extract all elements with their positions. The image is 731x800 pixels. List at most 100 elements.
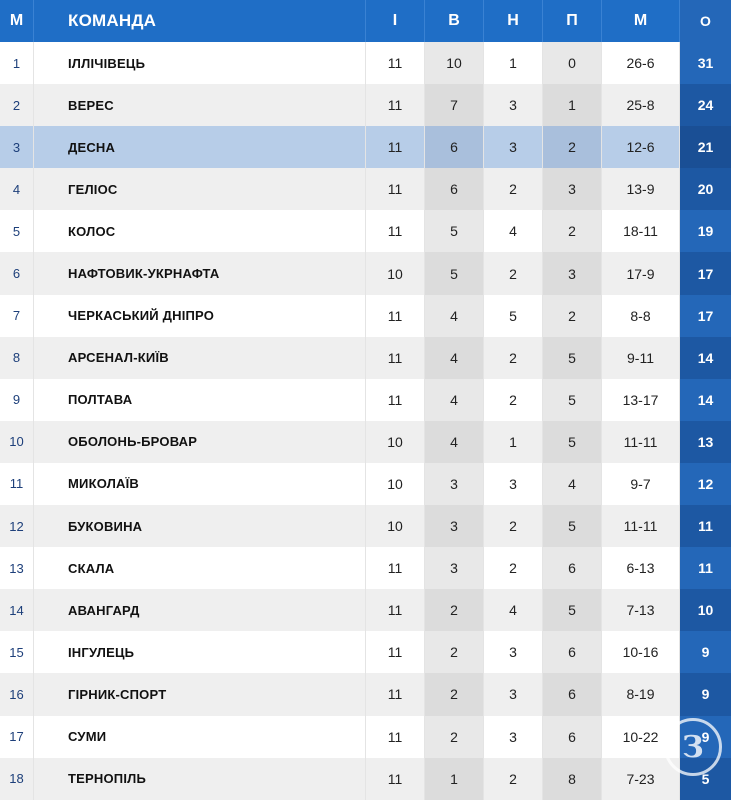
cell-position: 17: [0, 715, 34, 758]
cell-drawn: 2: [484, 757, 543, 800]
cell-team-name: ЧЕРКАСЬКИЙ ДНІПРО: [34, 294, 366, 337]
cell-goals: 8-8: [602, 294, 680, 337]
cell-drawn: 5: [484, 294, 543, 337]
cell-drawn: 2: [484, 336, 543, 379]
cell-position: 5: [0, 210, 34, 253]
cell-played: 11: [366, 757, 425, 800]
cell-goals: 25-8: [602, 84, 680, 127]
cell-team-name: ТЕРНОПІЛЬ: [34, 757, 366, 800]
cell-team-name: СУМИ: [34, 715, 366, 758]
cell-team-name: КОЛОС: [34, 210, 366, 253]
cell-points: 5: [680, 757, 731, 800]
cell-points: 9: [680, 673, 731, 716]
cell-drawn: 3: [484, 126, 543, 169]
cell-position: 12: [0, 505, 34, 548]
cell-played: 11: [366, 589, 425, 632]
cell-won: 6: [425, 168, 484, 211]
cell-points: 14: [680, 336, 731, 379]
cell-goals: 10-16: [602, 631, 680, 674]
cell-won: 4: [425, 420, 484, 463]
cell-team-name: МИКОЛАЇВ: [34, 462, 366, 506]
cell-goals: 13-17: [602, 378, 680, 421]
cell-lost: 4: [543, 462, 602, 506]
cell-drawn: 1: [484, 42, 543, 85]
cell-drawn: 3: [484, 84, 543, 127]
cell-drawn: 2: [484, 168, 543, 211]
cell-lost: 6: [543, 547, 602, 590]
cell-points: 21: [680, 126, 731, 169]
cell-won: 2: [425, 589, 484, 632]
cell-lost: 2: [543, 294, 602, 337]
cell-team-name: ДЕСНА: [34, 126, 366, 169]
cell-won: 2: [425, 631, 484, 674]
cell-won: 1: [425, 757, 484, 800]
header-lost: П: [543, 0, 602, 42]
cell-team-name: ІНГУЛЕЦЬ: [34, 631, 366, 674]
cell-goals: 9-11: [602, 336, 680, 379]
cell-points: 17: [680, 252, 731, 295]
cell-won: 4: [425, 294, 484, 337]
cell-goals: 26-6: [602, 42, 680, 85]
cell-team-name: ОБОЛОНЬ-БРОВАР: [34, 420, 366, 463]
cell-team-name: АВАНГАРД: [34, 589, 366, 632]
cell-goals: 6-13: [602, 547, 680, 590]
cell-position: 18: [0, 757, 34, 800]
cell-team-name: ПОЛТАВА: [34, 378, 366, 421]
cell-played: 11: [366, 715, 425, 758]
cell-played: 11: [366, 336, 425, 379]
cell-position: 3: [0, 126, 34, 169]
cell-won: 2: [425, 715, 484, 758]
cell-drawn: 2: [484, 252, 543, 295]
cell-goals: 7-23: [602, 757, 680, 800]
cell-lost: 5: [543, 589, 602, 632]
cell-played: 10: [366, 420, 425, 463]
cell-won: 5: [425, 252, 484, 295]
cell-lost: 5: [543, 378, 602, 421]
cell-played: 11: [366, 42, 425, 85]
cell-lost: 8: [543, 757, 602, 800]
cell-points: 9: [680, 715, 731, 758]
cell-team-name: АРСЕНАЛ-КИЇВ: [34, 336, 366, 379]
cell-won: 6: [425, 126, 484, 169]
cell-lost: 5: [543, 420, 602, 463]
header-played: І: [366, 0, 425, 42]
cell-goals: 7-13: [602, 589, 680, 632]
cell-position: 4: [0, 168, 34, 211]
cell-points: 14: [680, 378, 731, 421]
cell-drawn: 1: [484, 420, 543, 463]
cell-played: 11: [366, 631, 425, 674]
cell-won: 4: [425, 336, 484, 379]
cell-played: 11: [366, 294, 425, 337]
header-position: М: [0, 0, 34, 42]
cell-won: 10: [425, 42, 484, 85]
cell-team-name: НАФТОВИК-УКРНАФТА: [34, 252, 366, 295]
cell-lost: 2: [543, 126, 602, 169]
cell-drawn: 4: [484, 210, 543, 253]
cell-position: 10: [0, 420, 34, 463]
cell-points: 10: [680, 589, 731, 632]
cell-played: 10: [366, 505, 425, 548]
cell-played: 10: [366, 462, 425, 506]
cell-team-name: БУКОВИНА: [34, 505, 366, 548]
cell-goals: 13-9: [602, 168, 680, 211]
cell-points: 9: [680, 631, 731, 674]
cell-won: 5: [425, 210, 484, 253]
cell-won: 2: [425, 673, 484, 716]
cell-points: 17: [680, 294, 731, 337]
cell-won: 3: [425, 462, 484, 506]
cell-points: 12: [680, 462, 731, 506]
cell-drawn: 4: [484, 589, 543, 632]
cell-lost: 2: [543, 210, 602, 253]
cell-won: 3: [425, 547, 484, 590]
cell-drawn: 3: [484, 462, 543, 506]
cell-won: 4: [425, 378, 484, 421]
cell-drawn: 2: [484, 505, 543, 548]
cell-drawn: 2: [484, 378, 543, 421]
cell-position: 15: [0, 631, 34, 674]
cell-won: 3: [425, 505, 484, 548]
cell-points: 19: [680, 210, 731, 253]
cell-drawn: 3: [484, 673, 543, 716]
cell-position: 1: [0, 42, 34, 85]
cell-lost: 0: [543, 42, 602, 85]
cell-goals: 8-19: [602, 673, 680, 716]
